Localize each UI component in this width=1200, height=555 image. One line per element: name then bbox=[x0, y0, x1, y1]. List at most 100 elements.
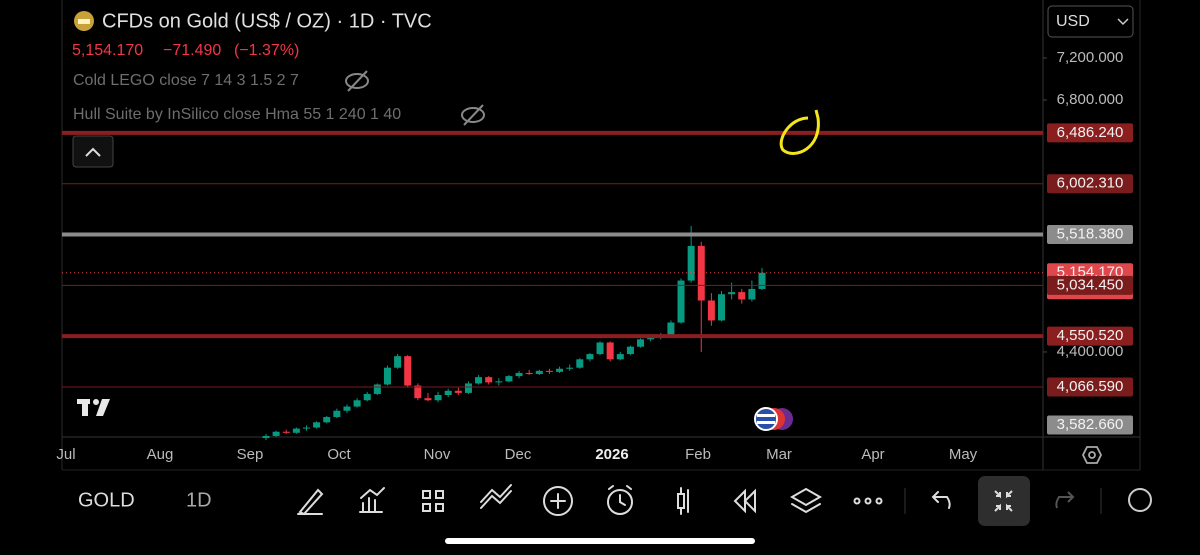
redo[interactable] bbox=[1055, 491, 1075, 509]
candle-body bbox=[647, 337, 655, 340]
toolbar-interval[interactable]: 1D bbox=[186, 489, 212, 511]
candle-body bbox=[525, 372, 533, 375]
price-label: 6,002.310 bbox=[1057, 175, 1124, 192]
candle-body bbox=[576, 359, 584, 368]
indicator-label[interactable]: Hull Suite by InSilico close Hma 55 1 24… bbox=[73, 106, 401, 123]
more-tool[interactable] bbox=[853, 497, 861, 505]
alert-tool[interactable] bbox=[607, 485, 634, 515]
candle-body bbox=[718, 294, 726, 321]
candle-body bbox=[677, 280, 685, 323]
candle-body bbox=[738, 292, 746, 300]
x-tick-label: May bbox=[949, 446, 978, 463]
x-tick-label: Mar bbox=[766, 446, 792, 463]
symbol-icon bbox=[74, 11, 94, 31]
price-label: 5,518.380 bbox=[1057, 225, 1124, 242]
candle-body bbox=[556, 368, 564, 372]
more-tool[interactable] bbox=[875, 497, 883, 505]
price-label-box bbox=[1047, 123, 1133, 143]
candle-body bbox=[292, 428, 300, 433]
price-label: 5,034.450 bbox=[1057, 276, 1124, 293]
add-tool[interactable] bbox=[543, 486, 574, 516]
candle-body bbox=[424, 398, 432, 401]
price-label-box bbox=[1047, 415, 1133, 435]
price-label: 4,550.520 bbox=[1057, 327, 1124, 344]
candle-body bbox=[373, 384, 381, 394]
last-price: 5,154.170 bbox=[72, 42, 143, 59]
candle-body bbox=[454, 390, 462, 393]
hide-icon[interactable] bbox=[345, 70, 369, 92]
y-tick-label: 6,800.000 bbox=[1057, 91, 1124, 108]
currency: USD bbox=[1056, 13, 1090, 30]
event-flags[interactable] bbox=[754, 407, 793, 431]
collapse-button[interactable] bbox=[72, 135, 114, 168]
draw-tool[interactable] bbox=[297, 488, 324, 516]
templates-tool[interactable] bbox=[422, 490, 444, 512]
candle-body bbox=[566, 367, 574, 369]
candle-body bbox=[728, 292, 736, 295]
toolbar-symbol[interactable]: GOLD bbox=[78, 489, 135, 511]
candle-body bbox=[333, 410, 341, 418]
plot: 7,200.000 6,800.000 4,400.000 Jul Aug Sep Oct N… bbox=[56, 49, 1123, 463]
x-tick-label: Oct bbox=[327, 446, 351, 463]
candle-body bbox=[343, 406, 351, 411]
price-label-box bbox=[1047, 275, 1133, 295]
candle-body bbox=[606, 342, 614, 360]
hide-icon[interactable] bbox=[461, 104, 485, 126]
more-tool[interactable] bbox=[864, 497, 872, 505]
x-tick-label: Apr bbox=[861, 446, 884, 463]
x-tick-label: Dec bbox=[505, 446, 532, 463]
candle-body bbox=[545, 370, 553, 372]
currency-select[interactable] bbox=[1047, 5, 1134, 38]
candle-body bbox=[667, 322, 675, 336]
candle-body bbox=[353, 400, 361, 407]
candle-body bbox=[394, 356, 402, 368]
candle-body bbox=[637, 339, 645, 347]
candle-body bbox=[262, 435, 270, 439]
candle-body bbox=[313, 422, 321, 428]
candle-body bbox=[302, 427, 310, 429]
x-tick-label: Jul bbox=[56, 446, 75, 463]
candle-body bbox=[626, 346, 634, 355]
y-tick-label: 7,200.000 bbox=[1057, 49, 1124, 66]
indicator-label[interactable]: Cold LEGO close 7 14 3 1.5 2 7 bbox=[73, 72, 299, 89]
tv-logo bbox=[77, 399, 110, 416]
candle-body bbox=[282, 431, 290, 433]
drawn-annotation bbox=[779, 109, 820, 155]
candle-body bbox=[687, 245, 695, 281]
candle-body bbox=[323, 417, 331, 423]
indicators-tool[interactable] bbox=[359, 487, 385, 513]
candle-body bbox=[748, 288, 756, 300]
undo[interactable] bbox=[931, 491, 951, 509]
layers-tool[interactable] bbox=[789, 487, 823, 514]
partial-icon[interactable] bbox=[1128, 488, 1152, 512]
compare-tool[interactable] bbox=[480, 484, 512, 509]
home-indicator bbox=[445, 538, 755, 544]
candle-body bbox=[505, 376, 513, 382]
candle-body bbox=[596, 342, 604, 355]
candle-body bbox=[363, 393, 371, 401]
price-label-box bbox=[1047, 377, 1133, 397]
candle-body bbox=[383, 367, 391, 385]
x-tick-label: Nov bbox=[424, 446, 451, 463]
candle-body bbox=[404, 356, 412, 386]
price-label: 6,486.240 bbox=[1057, 124, 1124, 141]
fullscreen-icon bbox=[994, 490, 1013, 512]
axis-settings[interactable] bbox=[1081, 446, 1103, 464]
x-tick-label: Feb bbox=[685, 446, 711, 463]
price-change: −71.490 bbox=[163, 42, 221, 59]
chart-type-tool[interactable] bbox=[677, 487, 689, 515]
replay-tool[interactable] bbox=[733, 488, 756, 514]
candle-body bbox=[272, 431, 280, 436]
fullscreen-button[interactable] bbox=[978, 476, 1030, 526]
candle-body bbox=[515, 372, 523, 377]
candle-body bbox=[616, 354, 624, 360]
price-label-box bbox=[1047, 174, 1133, 194]
symbol-title: CFDs on Gold (US$ / OZ) · 1D · TVC bbox=[102, 10, 432, 32]
price-label: 3,582.660 bbox=[1057, 416, 1124, 433]
candle-body bbox=[434, 395, 442, 401]
price-change-pct: (−1.37%) bbox=[234, 42, 299, 59]
candle-body bbox=[464, 383, 472, 393]
y-tick-label: 4,400.000 bbox=[1057, 343, 1124, 360]
candle-body bbox=[707, 300, 715, 321]
